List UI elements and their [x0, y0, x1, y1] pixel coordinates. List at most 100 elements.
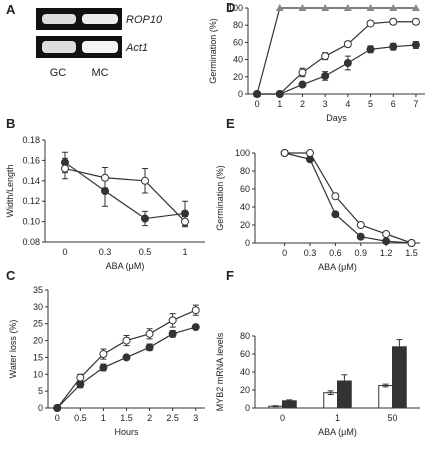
- marker: [76, 380, 85, 389]
- y-axis-label: Germination (%): [215, 165, 225, 231]
- error-bar: [286, 399, 293, 403]
- marker: [181, 209, 189, 218]
- y-tick-label: 5: [38, 386, 43, 396]
- marker: [61, 164, 69, 173]
- panel-letter: F: [226, 268, 234, 283]
- y-tick-label: 30: [33, 302, 43, 312]
- x-tick-label: 0: [62, 247, 67, 257]
- marker: [298, 80, 307, 89]
- x-tick-label: 0: [282, 248, 287, 258]
- marker: [99, 363, 108, 372]
- x-axis-label: ABA (μM): [106, 261, 145, 271]
- y-tick-label: 40: [240, 367, 250, 377]
- marker: [389, 17, 398, 26]
- x-tick-label: 0.9: [355, 248, 368, 258]
- marker: [141, 176, 149, 185]
- x-tick-label: 0.5: [139, 247, 152, 257]
- x-axis-label: ABA (μM): [318, 427, 357, 437]
- gel-band: [82, 41, 118, 53]
- marker: [275, 90, 284, 98]
- y-tick-label: 100: [235, 148, 250, 158]
- marker: [321, 4, 330, 11]
- x-axis-label: Hours: [114, 427, 139, 437]
- x-tick-label: 6: [391, 99, 396, 109]
- marker: [331, 210, 340, 219]
- x-tick-label: 1: [277, 99, 282, 109]
- error-bar: [382, 383, 389, 388]
- x-tick-label: 1: [101, 413, 106, 423]
- series-line: [284, 152, 412, 244]
- marker: [343, 4, 352, 11]
- y-tick-label: 80: [233, 20, 243, 30]
- x-tick-label: 0: [255, 99, 260, 109]
- x-tick-label: 0.6: [329, 248, 342, 258]
- y-tick-label: 10: [33, 369, 43, 379]
- x-tick-label: 1: [182, 247, 187, 257]
- marker: [168, 316, 177, 325]
- marker: [191, 306, 200, 315]
- y-tick-label: 80: [240, 331, 250, 341]
- chart-panel: E 0 20 40 60 80 100 0 0.3 0.6 0.9 1.2 1.5 ABA (μM) Ger…: [215, 116, 420, 272]
- panel-letter: B: [6, 116, 15, 131]
- marker: [411, 4, 420, 11]
- x-tick-label: 0.3: [99, 247, 112, 257]
- marker: [253, 90, 262, 98]
- x-tick-label: 2: [300, 99, 305, 109]
- marker: [343, 40, 352, 49]
- marker: [343, 59, 352, 68]
- marker: [298, 4, 307, 11]
- x-axis-label: ABA (μM): [318, 262, 357, 272]
- y-tick-label: 0.18: [22, 135, 40, 145]
- x-tick-label: 0.3: [304, 248, 317, 258]
- y-tick-label: 25: [33, 319, 43, 329]
- gel-panel: A ROP10 Act1 GC MC: [6, 2, 163, 79]
- x-tick-label: 4: [345, 99, 350, 109]
- marker: [411, 17, 420, 26]
- marker: [122, 336, 131, 345]
- gel-band: [42, 41, 76, 53]
- lane-label: GC: [50, 67, 67, 79]
- y-tick-label: 60: [240, 184, 250, 194]
- x-tick-label: 1.2: [380, 248, 393, 258]
- x-axis-label: Days: [326, 113, 347, 123]
- y-tick-label: 35: [33, 285, 43, 295]
- series-line: [256, 7, 416, 95]
- y-tick-label: 0.10: [22, 217, 40, 227]
- bar: [392, 346, 407, 409]
- marker: [76, 373, 85, 382]
- marker: [191, 323, 200, 332]
- y-tick-label: 40: [240, 202, 250, 212]
- x-tick-label: 0: [280, 413, 285, 423]
- gel-band: [82, 14, 118, 24]
- y-axis-label: Width/Length: [5, 164, 15, 217]
- panel-letter: D: [226, 0, 235, 15]
- panel-letter: A: [6, 2, 16, 17]
- y-axis-label: MYB2 mRNA levels: [215, 332, 225, 411]
- y-tick-label: 0.08: [22, 237, 40, 247]
- marker: [145, 329, 154, 338]
- marker: [168, 329, 177, 338]
- panel-letter: C: [6, 268, 16, 283]
- y-tick-label: 60: [240, 349, 250, 359]
- series-line: [64, 161, 186, 220]
- marker: [275, 4, 284, 11]
- marker: [366, 45, 375, 54]
- marker: [366, 4, 375, 11]
- chart-panel: D 0 20 40 60 80 100 0 1 2 3 4 5 6 7 Days Germination (%): [208, 0, 425, 123]
- y-tick-label: 40: [233, 55, 243, 65]
- marker: [389, 42, 398, 51]
- x-tick-label: 2.5: [166, 413, 179, 423]
- chart-panel: B 0.08 0.10 0.12 0.14 0.16 0.18 0 0.3 0.5 1 ABA (μM…: [5, 116, 205, 271]
- marker: [280, 149, 289, 157]
- gel-band: [42, 14, 76, 24]
- y-tick-label: 0: [238, 89, 243, 99]
- y-tick-label: 0: [245, 403, 250, 413]
- y-tick-label: 100: [228, 3, 243, 13]
- gel-lane-band: [36, 8, 122, 30]
- x-tick-label: 2: [147, 413, 152, 423]
- x-tick-label: 1: [335, 413, 340, 423]
- chart-panel: C 0 5 10 15 20 25 30 35 0 0.5 1 1.5 2 2.5 3 Hours Water l…: [6, 268, 205, 437]
- y-tick-label: 20: [240, 385, 250, 395]
- y-tick-label: 20: [233, 72, 243, 82]
